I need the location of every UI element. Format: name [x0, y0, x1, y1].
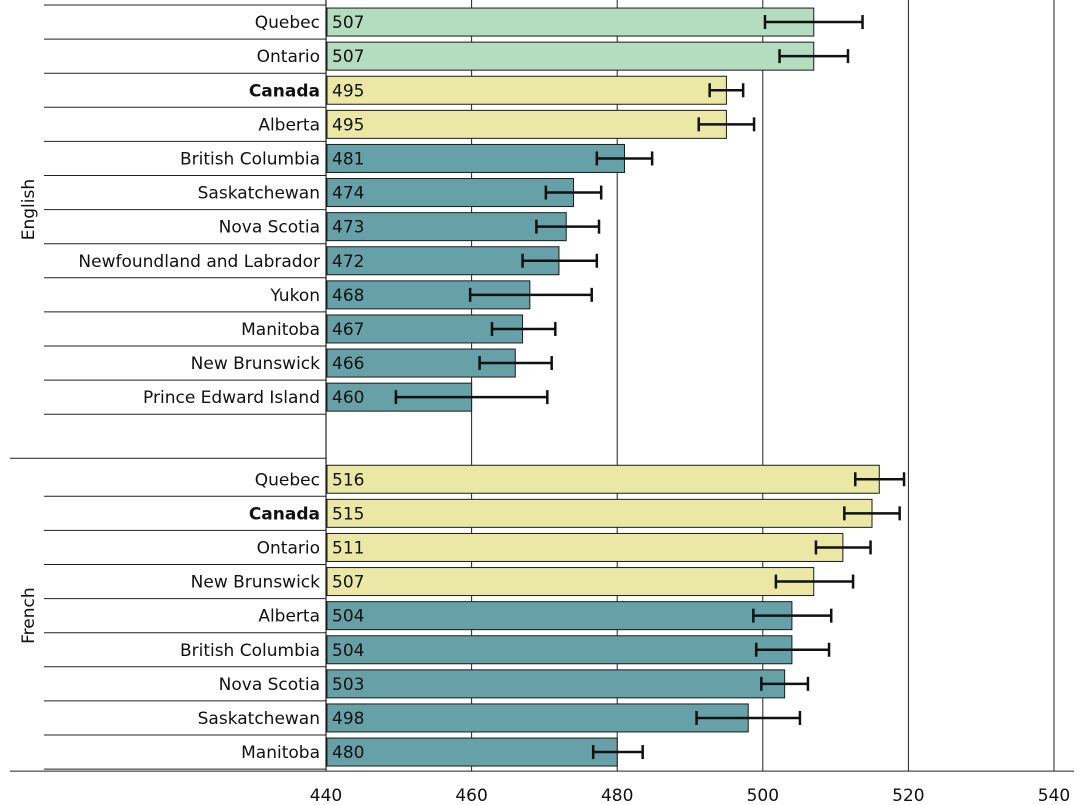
error-bar: [843, 506, 901, 521]
labels-layer: 507 Quebec 507 Ontario 495 Canada 495 Alberta 48…: [19, 13, 364, 763]
bars-layer: [326, 7, 906, 767]
bar-value-label: 504: [332, 641, 364, 661]
bar-value-label: 473: [332, 218, 364, 238]
row-label: Alberta: [258, 115, 320, 135]
error-bar: [394, 390, 549, 405]
bar-value-label: 507: [332, 573, 364, 593]
row-label: Prince Edward Island: [143, 388, 320, 408]
bar-value-label: 481: [332, 149, 364, 169]
bar-value-label: 472: [332, 252, 364, 272]
row-label: Nova Scotia: [219, 675, 320, 695]
error-bar: [760, 676, 810, 691]
bar-english-canada: [326, 75, 727, 105]
error-bar: [591, 745, 644, 760]
bar-value-label: 507: [332, 13, 364, 33]
row-label: Canada: [249, 504, 320, 524]
x-tick-label: 440: [310, 786, 342, 805]
bar-value-label: 467: [332, 320, 364, 340]
bar-french-new-brunswick: [326, 567, 815, 597]
bar-value-label: 503: [332, 675, 364, 695]
row-label: British Columbia: [180, 641, 320, 661]
bar-french-ontario: [326, 532, 844, 562]
bar-value-label: 516: [332, 470, 364, 490]
bar-value-label: 466: [332, 354, 364, 374]
row-label: Ontario: [257, 47, 320, 67]
bar-value-label: 460: [332, 388, 364, 408]
error-bar: [763, 15, 864, 30]
bar-french-saskatchewan: [326, 703, 749, 733]
group-label-french: French: [19, 587, 39, 644]
error-bar: [754, 642, 831, 657]
bar-english-saskatchewan: [326, 178, 575, 208]
bar-value-label: 495: [332, 81, 364, 101]
bar-value-label: 498: [332, 709, 364, 729]
error-bar: [752, 608, 833, 623]
error-bar: [595, 151, 654, 166]
x-tick-label: 480: [601, 786, 633, 805]
bar-english-nova-scotia: [326, 212, 567, 242]
bar-french-manitoba: [326, 737, 618, 767]
row-label: Ontario: [257, 538, 320, 558]
bar-french-quebec: [326, 464, 880, 494]
bar-value-label: 495: [332, 115, 364, 135]
bar-value-label: 474: [332, 184, 364, 204]
error-bar: [544, 185, 603, 200]
x-tick-label: 540: [1038, 786, 1070, 805]
row-label: Canada: [249, 81, 320, 101]
bar-english-quebec: [326, 7, 815, 37]
bar-english-alberta: [326, 109, 727, 139]
axis-layer: 440 460 480 500 520 540: [310, 786, 1070, 805]
error-bar: [697, 117, 756, 132]
bar-english-ontario: [326, 41, 815, 71]
bar-value-label: 504: [332, 607, 364, 627]
row-label: Saskatchewan: [198, 184, 320, 204]
error-bar: [814, 540, 872, 555]
error-bar: [535, 219, 601, 234]
bar-value-label: 480: [332, 743, 364, 763]
error-bar: [490, 321, 557, 336]
bar-english-manitoba: [326, 314, 524, 344]
error-bar: [468, 287, 593, 302]
bar-english-british-columbia: [326, 143, 625, 173]
bar-value-label: 515: [332, 504, 364, 524]
error-bar: [708, 83, 745, 98]
row-label: Alberta: [258, 607, 320, 627]
error-bar: [778, 49, 850, 64]
error-bar: [774, 574, 855, 589]
row-label: Yukon: [269, 286, 320, 306]
row-label: Manitoba: [241, 743, 320, 763]
bar-french-canada: [326, 498, 873, 528]
row-label: Manitoba: [241, 320, 320, 340]
x-tick-label: 520: [892, 786, 924, 805]
row-label: New Brunswick: [191, 354, 321, 374]
bar-value-label: 468: [332, 286, 364, 306]
bar-value-label: 507: [332, 47, 364, 67]
x-tick-label: 460: [455, 786, 487, 805]
x-tick-label: 500: [747, 786, 779, 805]
error-bar: [521, 253, 599, 268]
error-bar: [478, 356, 553, 371]
row-label: Quebec: [255, 470, 320, 490]
error-bar: [695, 710, 802, 725]
grid-layer: [10, 0, 1074, 772]
row-label: Nova Scotia: [219, 218, 320, 238]
group-label-english: English: [19, 179, 39, 240]
bar-french-alberta: [326, 601, 793, 631]
row-label: Quebec: [255, 13, 320, 33]
row-label: Saskatchewan: [198, 709, 320, 729]
bar-french-british-columbia: [326, 635, 793, 665]
row-label: Newfoundland and Labrador: [78, 252, 320, 272]
error-bar: [854, 472, 906, 487]
row-label: British Columbia: [180, 149, 320, 169]
bar-french-nova-scotia: [326, 669, 786, 699]
bar-value-label: 511: [332, 538, 364, 558]
row-label: New Brunswick: [191, 573, 321, 593]
